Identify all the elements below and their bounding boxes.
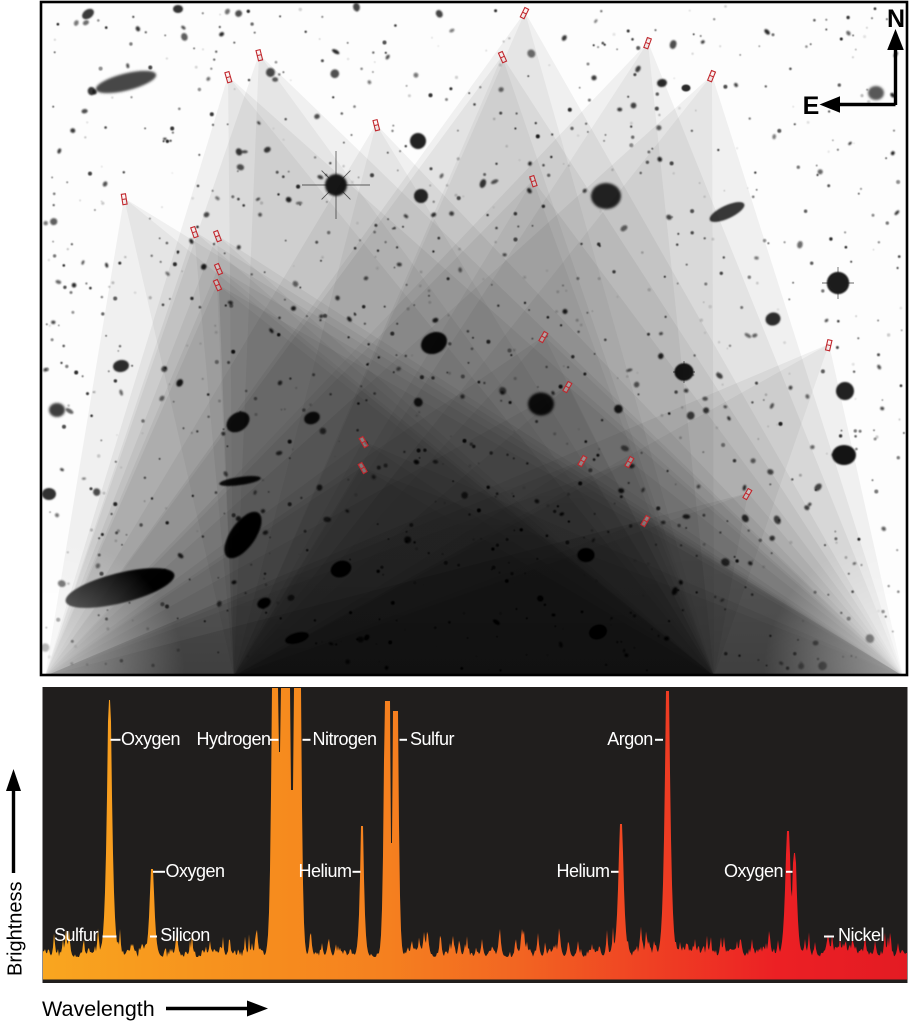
- svg-text:Oxygen: Oxygen: [165, 861, 224, 881]
- svg-text:Nickel: Nickel: [838, 925, 884, 945]
- svg-text:Hydrogen: Hydrogen: [196, 729, 270, 749]
- svg-text:Helium: Helium: [556, 861, 609, 881]
- svg-text:Wavelength: Wavelength: [42, 997, 155, 1021]
- svg-text:Nitrogen: Nitrogen: [312, 729, 376, 749]
- svg-text:N: N: [887, 5, 905, 33]
- svg-text:Silicon: Silicon: [160, 925, 210, 945]
- svg-text:Brightness: Brightness: [5, 882, 27, 977]
- svg-text:Sulfur: Sulfur: [410, 729, 455, 749]
- svg-text:Helium: Helium: [298, 861, 351, 881]
- svg-text:Sulfur: Sulfur: [54, 925, 99, 945]
- svg-text:Oxygen: Oxygen: [121, 729, 180, 749]
- svg-text:Oxygen: Oxygen: [724, 861, 783, 881]
- svg-text:E: E: [803, 92, 820, 120]
- svg-text:Argon: Argon: [607, 729, 653, 749]
